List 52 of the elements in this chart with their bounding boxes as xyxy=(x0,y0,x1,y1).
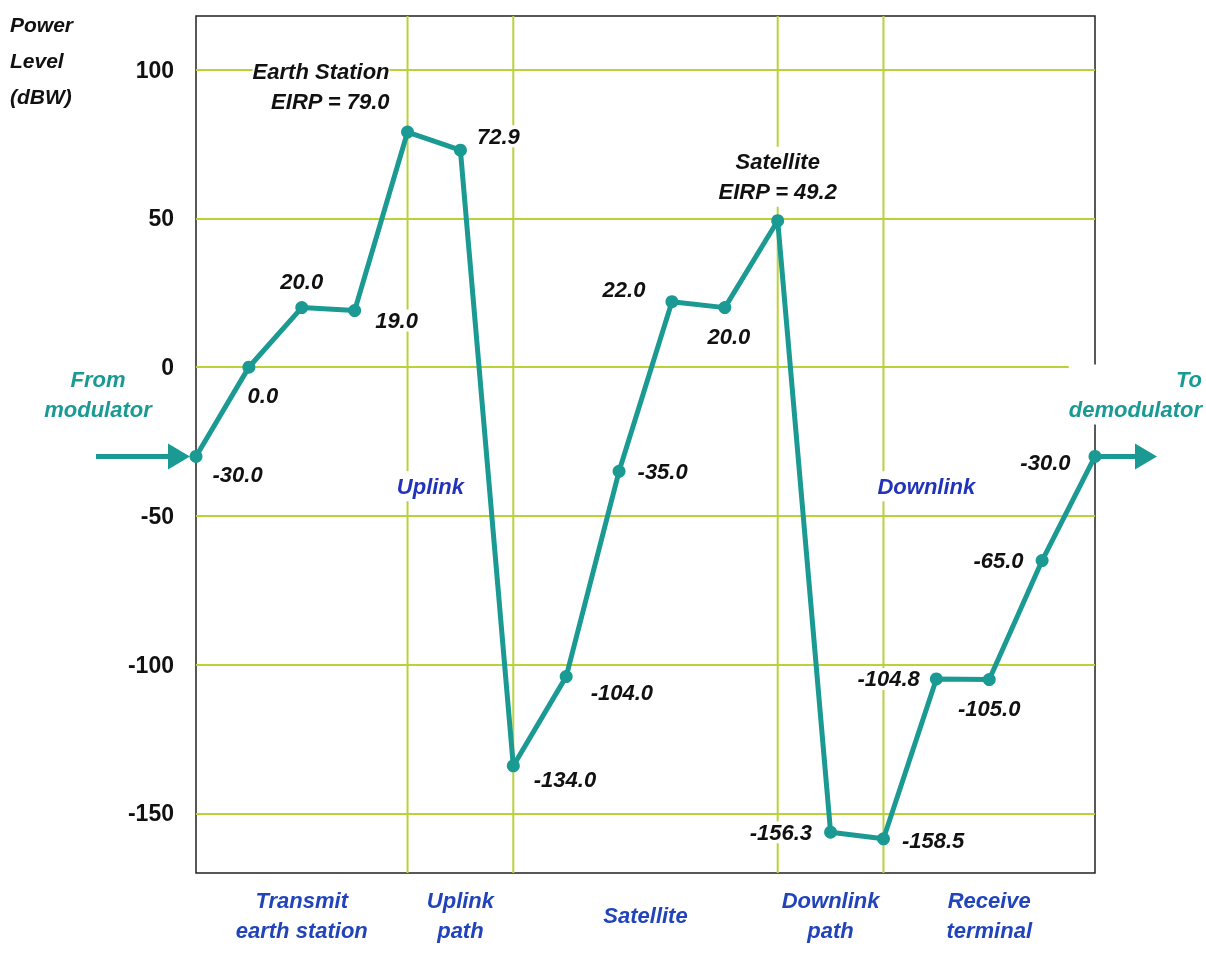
annotation: Downlink xyxy=(877,473,977,499)
point xyxy=(401,125,415,139)
data-label: 19.0 xyxy=(375,308,419,334)
point xyxy=(876,832,890,846)
y-tick-label: 0 xyxy=(161,354,174,381)
annotation: Satellite EIRP = 49.2 xyxy=(718,149,838,205)
text: Downlink path xyxy=(781,887,882,943)
point xyxy=(506,759,520,773)
point xyxy=(929,672,943,686)
text: Transmit earth station xyxy=(235,887,368,943)
data-label: -35.0 xyxy=(637,458,689,484)
point xyxy=(1088,449,1102,463)
point xyxy=(612,464,626,478)
data-label: -104.8 xyxy=(857,666,921,692)
data-label: 20.0 xyxy=(706,323,751,349)
point xyxy=(242,360,256,374)
annotation: Uplink xyxy=(396,473,466,499)
text: Receive terminal xyxy=(946,887,1033,943)
point xyxy=(982,673,996,687)
y-tick-label: -100 xyxy=(127,651,174,678)
data-label: -105.0 xyxy=(958,695,1022,721)
point xyxy=(189,449,203,463)
data-label: 22.0 xyxy=(601,277,647,303)
text: From modulator xyxy=(44,366,154,422)
data-label: -158.5 xyxy=(901,828,966,854)
point xyxy=(559,670,573,684)
annotation: Earth Station EIRP = 79.0 xyxy=(252,58,391,114)
annotation: To demodulator xyxy=(1068,366,1204,422)
point xyxy=(665,295,679,309)
text: Satellite xyxy=(603,902,688,928)
data-label: -104.0 xyxy=(590,680,654,706)
y-tick-label: 100 xyxy=(135,56,174,83)
point xyxy=(453,143,467,157)
data-label: 72.9 xyxy=(476,123,521,149)
data-label: -30.0 xyxy=(1020,449,1072,475)
data-label: -30.0 xyxy=(212,461,264,487)
y-tick-label: -150 xyxy=(127,800,174,827)
point xyxy=(1035,554,1049,568)
data-label: 20.0 xyxy=(279,268,324,294)
y-tick-label: -50 xyxy=(140,502,174,529)
point xyxy=(348,304,362,318)
data-label: -134.0 xyxy=(533,767,597,793)
point xyxy=(824,825,838,839)
data-label: -156.3 xyxy=(749,819,813,845)
y-tick-label: 50 xyxy=(148,205,174,232)
y-axis-title: Power Level (dBW) xyxy=(10,12,75,108)
data-label: 0.0 xyxy=(247,383,279,409)
point xyxy=(771,214,785,228)
data-label: -65.0 xyxy=(973,548,1025,574)
point xyxy=(295,301,309,315)
point xyxy=(718,301,732,315)
text: Uplink path xyxy=(426,887,496,943)
